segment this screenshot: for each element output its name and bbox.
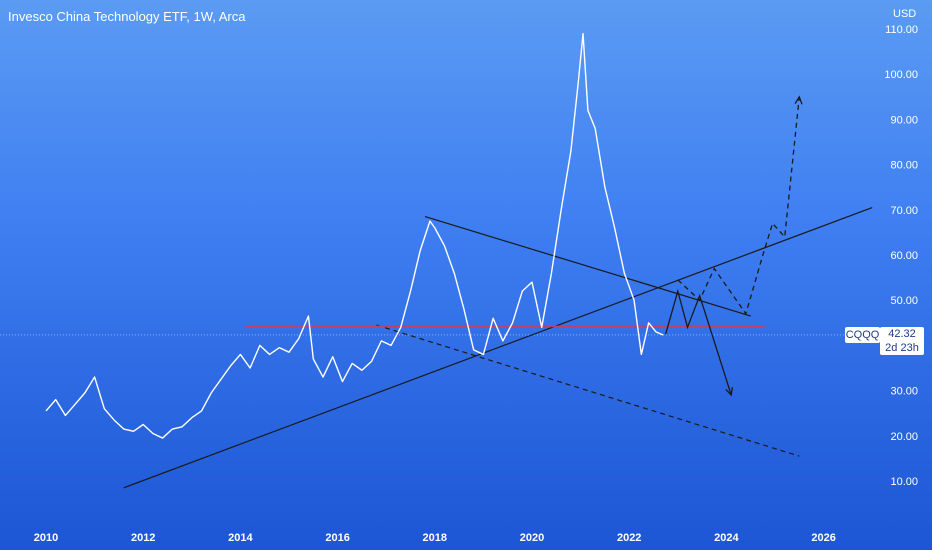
y-tick-label: 30.00	[890, 386, 918, 398]
x-tick-label: 2016	[325, 532, 349, 544]
y-tick-label: 90.00	[890, 114, 918, 126]
bar-countdown: 2d 23h	[885, 342, 919, 354]
x-tick-label: 2018	[423, 532, 447, 544]
x-tick-label: 2026	[811, 532, 835, 544]
chart-title: Invesco China Technology ETF, 1W, Arca	[8, 9, 246, 24]
trendline	[123, 206, 873, 489]
arrow-head	[794, 95, 803, 105]
y-tick-label: 20.00	[890, 431, 918, 443]
trendline	[424, 216, 751, 317]
y-tick-label: 50.00	[890, 295, 918, 307]
y-tick-label: 10.00	[890, 476, 918, 488]
x-tick-label: 2014	[228, 532, 253, 544]
arrow-head	[725, 387, 734, 397]
last-price: 42.32	[888, 328, 916, 340]
x-tick-label: 2024	[714, 532, 739, 544]
x-tick-label: 2012	[131, 532, 155, 544]
price-series-line	[45, 32, 664, 439]
y-tick-label: 60.00	[890, 250, 918, 262]
bearish-projection-path	[665, 288, 732, 396]
x-tick-label: 2020	[520, 532, 544, 544]
x-tick-label: 2010	[34, 532, 58, 544]
currency-label: USD	[893, 8, 917, 20]
dashed-trendline	[376, 324, 800, 457]
y-tick-label: 80.00	[890, 160, 918, 172]
x-tick-label: 2022	[617, 532, 641, 544]
y-tick-label: 100.00	[884, 69, 918, 81]
y-tick-label: 70.00	[890, 205, 918, 217]
y-tick-label: 110.00	[885, 24, 918, 36]
bullish-projection-path	[677, 96, 800, 316]
price-badge: 42.32 2d 23h	[880, 327, 924, 355]
ticker-badge: CQQQ	[845, 327, 880, 343]
